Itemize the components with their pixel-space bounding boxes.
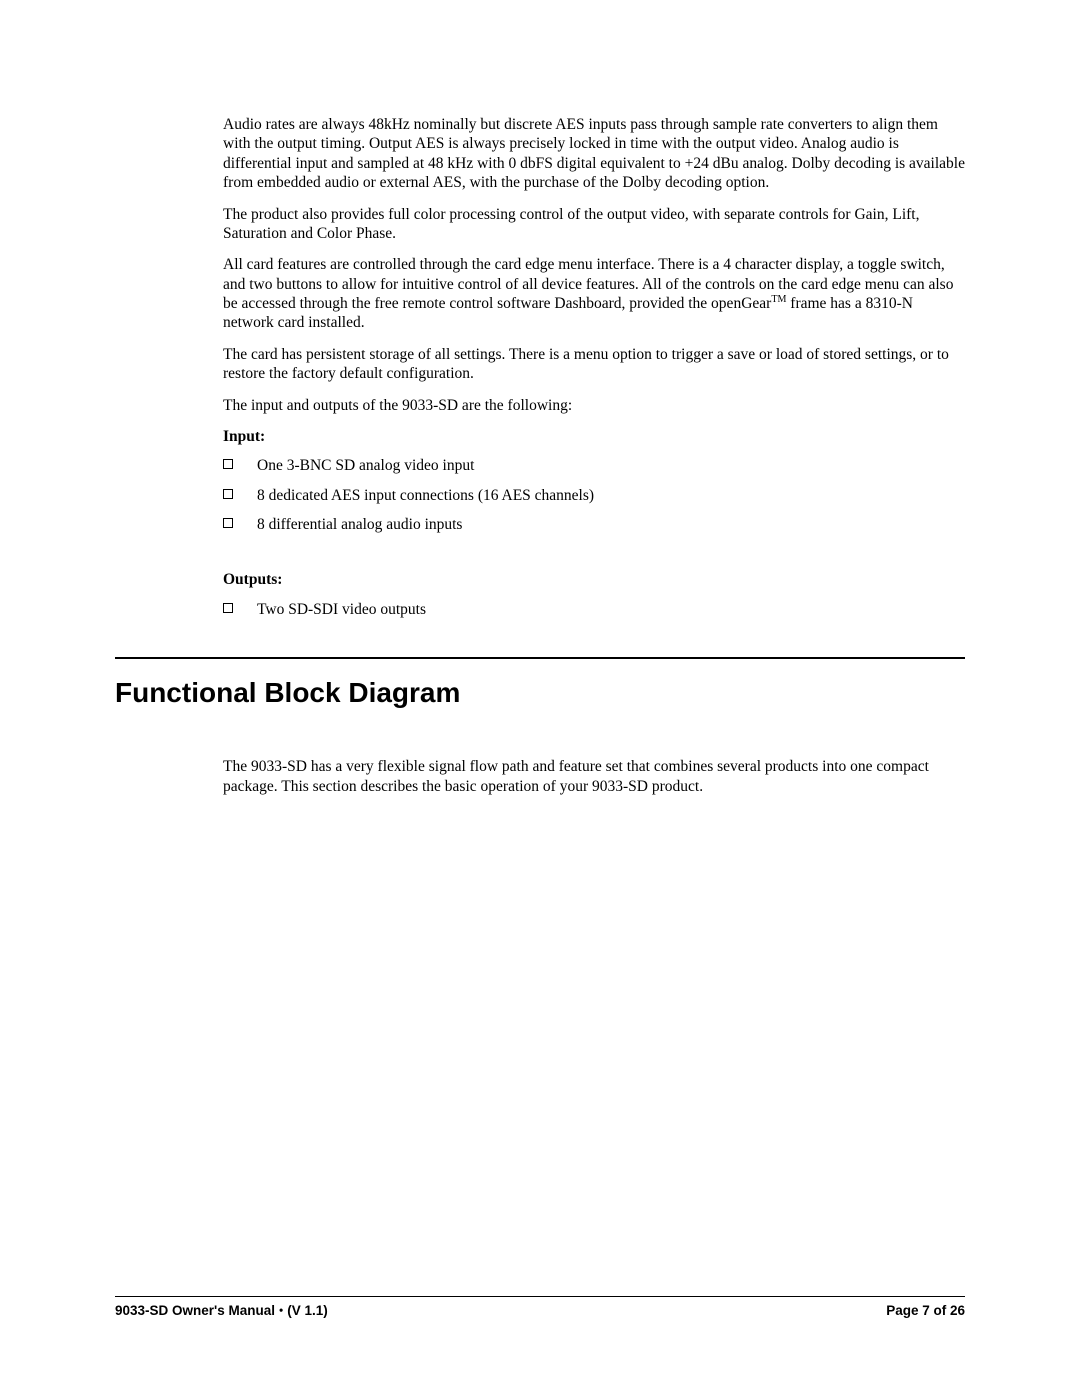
list-item: One 3-BNC SD analog video input [223,456,965,475]
outputs-heading: Outputs: [223,570,965,589]
list-item-text: Two SD-SDI video outputs [257,601,426,618]
footer-row: 9033-SD Owner's Manual • (V 1.1) Page 7 … [115,1303,965,1319]
section-heading-functional-block-diagram: Functional Block Diagram [115,677,965,709]
page-footer: 9033-SD Owner's Manual • (V 1.1) Page 7 … [115,1296,965,1319]
trademark-superscript: TM [771,294,786,305]
list-item-text: One 3-BNC SD analog video input [257,457,474,474]
body-text-block: Audio rates are always 48kHz nominally b… [223,115,965,619]
output-list: Two SD-SDI video outputs [223,600,965,619]
paragraph-functional-block-intro: The 9033-SD has a very flexible signal f… [223,757,965,796]
paragraph-io-intro: The input and outputs of the 9033-SD are… [223,396,965,415]
footer-page-number: Page 7 of 26 [886,1303,965,1319]
footer-divider [115,1296,965,1297]
paragraph-color-processing: The product also provides full color pro… [223,205,965,244]
checkbox-bullet-icon [223,459,233,469]
footer-left: 9033-SD Owner's Manual • (V 1.1) [115,1303,328,1319]
paragraph-persistent-storage: The card has persistent storage of all s… [223,345,965,384]
section-divider [115,657,965,659]
page-content: Audio rates are always 48kHz nominally b… [0,0,1080,796]
input-heading: Input: [223,427,965,446]
footer-manual-title: 9033-SD Owner's Manual [115,1303,279,1318]
checkbox-bullet-icon [223,603,233,613]
paragraph-audio-rates: Audio rates are always 48kHz nominally b… [223,115,965,193]
list-item-text: 8 dedicated AES input connections (16 AE… [257,487,594,504]
list-item-text: 8 differential analog audio inputs [257,516,462,533]
footer-version: (V 1.1) [284,1303,328,1318]
list-item: 8 dedicated AES input connections (16 AE… [223,486,965,505]
checkbox-bullet-icon [223,518,233,528]
checkbox-bullet-icon [223,489,233,499]
list-item: 8 differential analog audio inputs [223,515,965,534]
section-body: The 9033-SD has a very flexible signal f… [223,757,965,796]
input-list: One 3-BNC SD analog video input 8 dedica… [223,456,965,534]
list-item: Two SD-SDI video outputs [223,600,965,619]
paragraph-card-features: All card features are controlled through… [223,255,965,333]
